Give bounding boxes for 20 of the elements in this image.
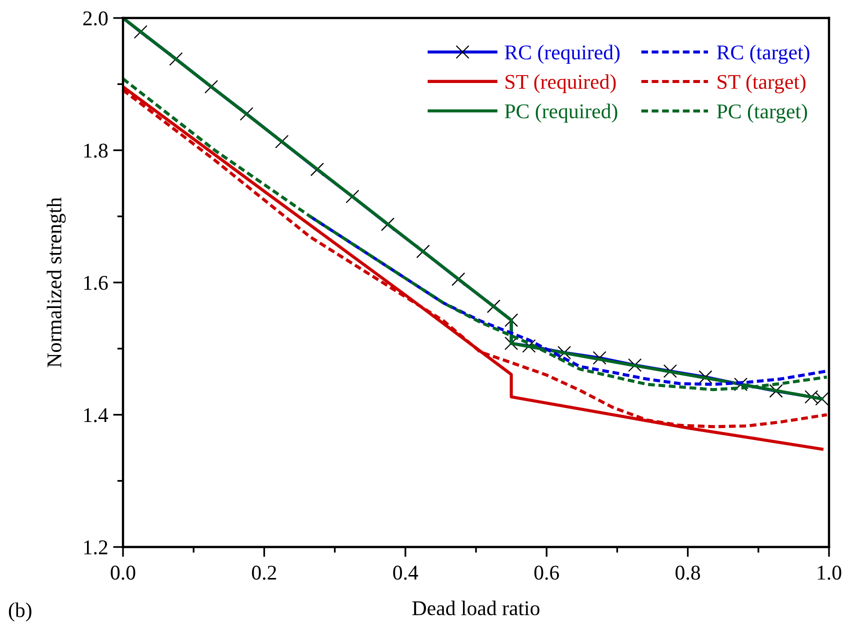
y-tick-label: 1.8 [84,144,108,158]
legend-label: RC (required) [504,44,620,64]
x-tick-label: 0.4 [393,566,418,580]
y-tick-label: 1.6 [84,276,108,290]
x-tick-label: 1.0 [818,566,842,580]
legend-label: RC (target) [716,44,810,64]
x-axis-title: Dead load ratio [412,600,540,616]
legend-label: PC (target) [716,104,808,123]
y-tick-label: 2.0 [83,11,108,26]
x-tick-label: 0.2 [252,566,276,580]
text: (b) [8,602,32,622]
y-axis-title: Normalized strength [46,197,66,368]
y-tick-label: 1.4 [84,408,108,422]
x-tick-label: 0.8 [676,566,700,580]
x-tick-label: 0.6 [534,566,559,580]
legend-label: ST (target) [718,74,806,94]
text: 0.0 [110,566,136,580]
legend-label: ST (required) [506,74,616,94]
y-tick-label: 1.2 [84,540,108,555]
legend-label: PC (required) [504,104,618,123]
